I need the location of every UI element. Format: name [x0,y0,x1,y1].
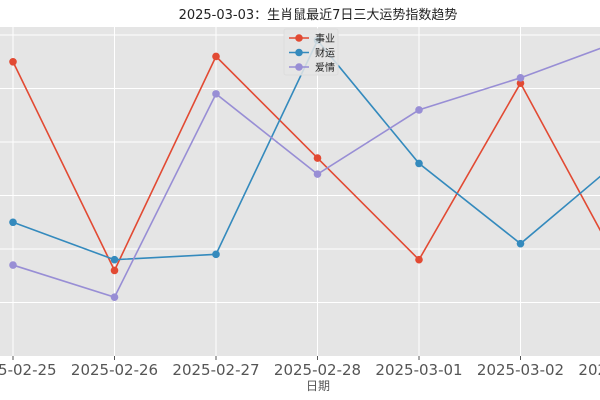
data-point [9,218,17,227]
data-point [313,154,322,162]
x-ticks: 2025-02-25 2025-02-26 2025-02-27 2025-02-28… [0,356,600,379]
x-tick-label: 2025-02-28 [274,361,361,379]
data-point [212,90,220,98]
legend-label: 爱情 [315,61,335,74]
data-point [9,57,17,66]
data-point [110,293,119,301]
data-point [212,52,220,61]
data-point [415,159,423,168]
x-axis-label: 日期 [306,379,330,393]
data-point [9,261,17,269]
x-tick-label: 2025-02-27 [172,361,259,379]
data-point [415,255,423,264]
legend-label: 事业 [315,32,335,45]
legend-marker [295,48,303,57]
data-point [516,74,525,82]
series-事业 [9,52,600,275]
legend-marker [295,34,303,42]
data-point [110,255,119,264]
data-point [516,239,525,248]
chart-title: 2025-03-03：生肖鼠最近7日三大运势指数趋势 [179,7,458,23]
legend-label: 财运 [315,47,335,60]
data-point [212,250,220,259]
grid [0,27,600,356]
x-tick-label: 2025-03-01 [375,361,462,379]
plot-area [0,27,600,356]
data-point [415,106,423,114]
data-point [516,79,525,87]
legend-marker [295,63,303,71]
x-tick-label: 2025-02-26 [71,361,158,379]
data-point [313,170,322,178]
series-爱情 [9,47,600,301]
x-tick-label: 2025-03-03 [578,361,600,379]
x-tick-label: 2025-03-02 [477,361,564,379]
data-point [110,266,119,275]
x-tick-label: 2025-02-25 [0,361,57,379]
